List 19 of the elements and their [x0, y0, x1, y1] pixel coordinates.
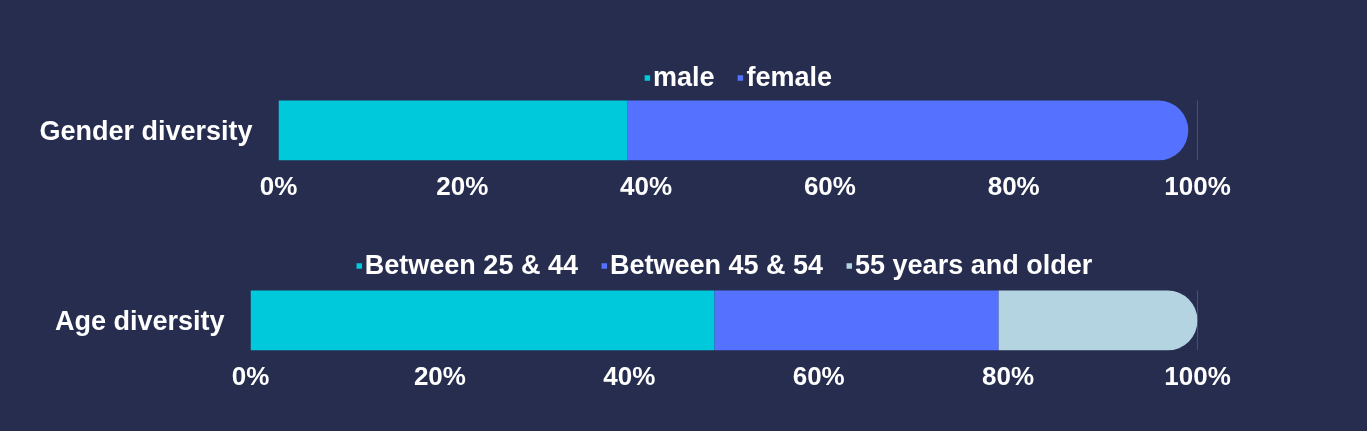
x-tick-label: 80%: [987, 170, 1040, 201]
legend-label: Between 45 & 54: [609, 250, 824, 281]
x-tick-label: 60%: [803, 170, 856, 201]
x-tick-label: 20%: [413, 360, 466, 391]
legend-label: 55 years and older: [855, 250, 1093, 281]
x-tick-label: 20%: [436, 170, 489, 201]
y-tick-label: Gender diversity: [39, 115, 253, 146]
x-tick-label: 40%: [603, 360, 656, 391]
x-tick-label: 40%: [620, 170, 673, 201]
x-tick-label: 0%: [231, 360, 270, 391]
x-tick-label: 80%: [982, 360, 1035, 391]
legend-label: male: [652, 62, 715, 93]
y-tick-label: Age diversity: [54, 305, 225, 336]
x-tick-label: 100%: [1164, 360, 1231, 391]
x-tick-label: 100%: [1164, 170, 1231, 201]
x-tick-label: 0%: [259, 170, 298, 201]
legend-label: Between 25 & 44: [364, 250, 578, 281]
legend-label: female: [746, 62, 833, 93]
x-tick-label: 60%: [792, 360, 845, 391]
